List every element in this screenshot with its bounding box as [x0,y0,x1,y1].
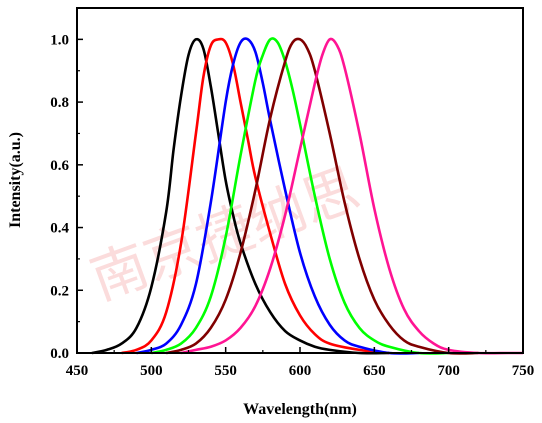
spectrum-line-4 [151,37,449,355]
spectrum-line-3 [136,37,419,355]
x-tick-label: 500 [140,363,163,379]
y-tick-label: 0.6 [50,158,69,174]
y-tick-label: 0.0 [50,346,69,362]
spectrum-line-5 [165,37,479,355]
x-axis-ticks: 450 500 550 600 650 700 750 [66,347,535,379]
y-tick-label: 1.0 [50,32,69,48]
spectrum-line-2 [121,37,390,355]
x-tick-label: 600 [289,363,312,379]
x-axis-title: Wavelength(nm) [243,401,357,418]
x-tick-label: 450 [66,363,89,379]
y-axis-ticks: 0.0 0.2 0.4 0.6 0.8 1.0 [50,32,83,362]
x-tick-label: 650 [363,363,386,379]
y-tick-label: 0.8 [50,95,69,111]
spectrum-line-6 [180,37,523,355]
y-axis-title: Intensity(a.u.) [7,132,24,228]
x-tick-label: 550 [214,363,237,379]
plot-lines [91,37,523,355]
spectrum-line-1 [91,37,390,355]
y-tick-label: 0.4 [50,221,69,237]
x-tick-label: 750 [512,363,535,379]
y-tick-label: 0.2 [50,283,69,299]
x-tick-label: 700 [437,363,460,379]
